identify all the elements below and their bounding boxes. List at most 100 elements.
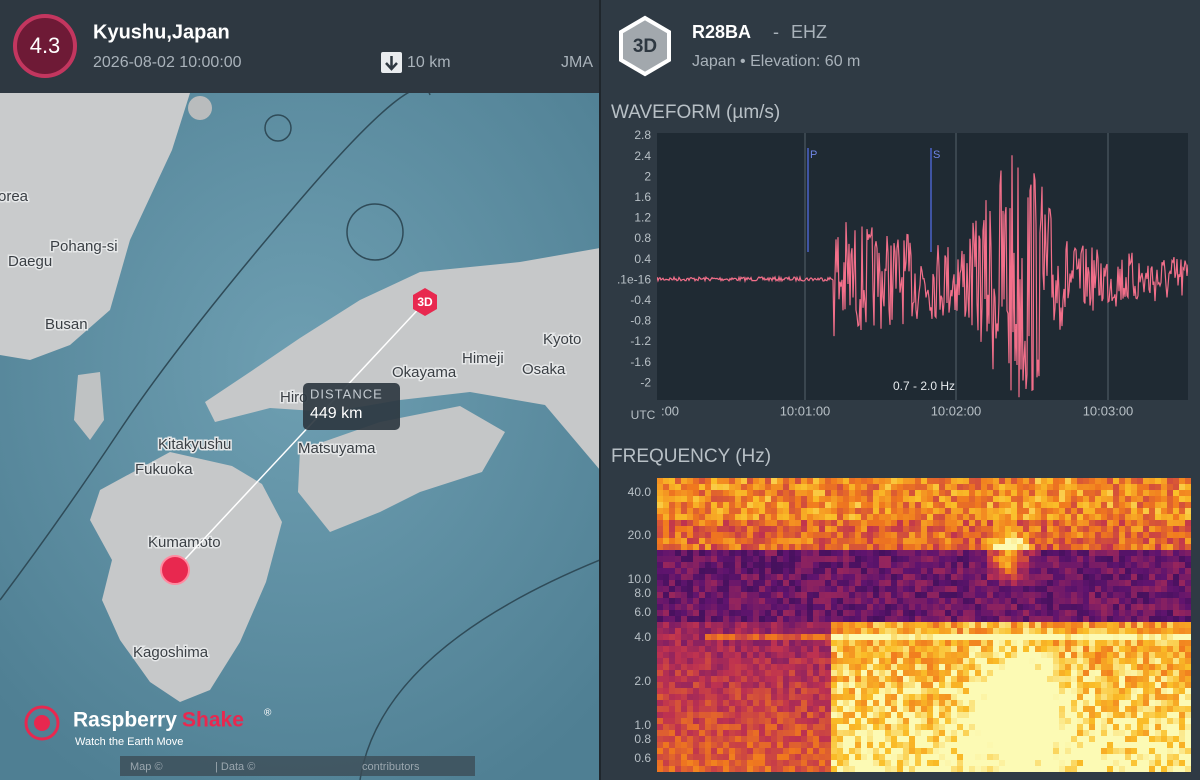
spectrogram-cell xyxy=(843,604,849,610)
spectrogram-cell xyxy=(1083,556,1089,562)
spectrogram-cell xyxy=(717,646,723,652)
attribution: Map © xyxy=(130,761,163,773)
spectrogram-cell xyxy=(849,742,855,748)
spectrogram-cell xyxy=(801,682,807,688)
spectrogram-cell xyxy=(951,682,957,688)
spectrogram-cell xyxy=(1137,616,1143,622)
spectrogram-cell xyxy=(837,694,843,700)
spectrogram-cell xyxy=(1167,508,1173,514)
spectrogram-cell xyxy=(759,508,765,514)
spectrogram-cell xyxy=(927,634,933,640)
spectrogram-cell xyxy=(1059,568,1065,574)
spectrogram-cell xyxy=(879,562,885,568)
spectrogram-cell xyxy=(975,496,981,502)
spectrogram-cell xyxy=(783,652,789,658)
spectrogram-cell xyxy=(1161,550,1167,556)
spectrogram-cell xyxy=(1155,628,1161,634)
spectrogram-cell xyxy=(765,490,771,496)
spectrogram-cell xyxy=(951,526,957,532)
spectrogram-cell xyxy=(1023,712,1029,718)
spectrogram-cell xyxy=(1071,628,1077,634)
spectrogram-cell xyxy=(1161,652,1167,658)
map-label: Busan xyxy=(45,316,88,333)
spectrogram-cell xyxy=(759,730,765,736)
spectrogram-cell xyxy=(831,556,837,562)
spectrogram-cell xyxy=(1173,688,1179,694)
spectrogram-cell xyxy=(1011,682,1017,688)
spectrogram-cell xyxy=(1041,544,1047,550)
spectrogram-cell xyxy=(1089,664,1095,670)
spectrogram-cell xyxy=(1119,646,1125,652)
spectrogram-cell xyxy=(1029,706,1035,712)
spectrogram-cell xyxy=(1011,718,1017,724)
spectrogram-cell xyxy=(993,616,999,622)
spectrogram-cell xyxy=(669,508,675,514)
spectrogram-cell xyxy=(849,730,855,736)
spectrogram-cell xyxy=(675,736,681,742)
spectrogram-cell xyxy=(1029,742,1035,748)
spectrogram-cell xyxy=(729,574,735,580)
spectrogram-cell xyxy=(759,718,765,724)
spectrogram-cell xyxy=(1113,664,1119,670)
spectrogram-cell xyxy=(843,688,849,694)
spectrogram-cell xyxy=(873,550,879,556)
spectrogram-cell xyxy=(1161,646,1167,652)
spectrogram-cell xyxy=(885,562,891,568)
spectrogram-cell xyxy=(1137,478,1143,484)
spectrogram-cell xyxy=(1077,706,1083,712)
spectrogram-cell xyxy=(1029,550,1035,556)
spectrogram-cell xyxy=(897,646,903,652)
spectrogram-cell xyxy=(717,550,723,556)
spectrogram-cell xyxy=(903,556,909,562)
y-tick-label: 0.8 xyxy=(634,231,651,245)
spectrogram-cell xyxy=(1155,478,1161,484)
spectrogram-cell xyxy=(1167,490,1173,496)
spectrogram-cell xyxy=(891,568,897,574)
spectrogram-cell xyxy=(969,610,975,616)
spectrogram-cell xyxy=(855,592,861,598)
spectrogram-cell xyxy=(1059,532,1065,538)
spectrogram-cell xyxy=(861,664,867,670)
spectrogram-cell xyxy=(873,694,879,700)
spectrogram-cell xyxy=(1155,514,1161,520)
spectrogram-cell xyxy=(831,724,837,730)
spectrogram-cell xyxy=(1077,634,1083,640)
spectrogram-cell xyxy=(969,754,975,760)
map-label: Fukuoka xyxy=(135,461,193,478)
spectrogram-cell xyxy=(831,604,837,610)
spectrogram-cell xyxy=(1185,616,1191,622)
spectrogram-cell xyxy=(951,580,957,586)
spectrogram-cell xyxy=(657,682,663,688)
spectrogram-cell xyxy=(891,562,897,568)
spectrogram-cell xyxy=(963,616,969,622)
spectrogram-cell xyxy=(1077,532,1083,538)
spectrogram-cell xyxy=(993,550,999,556)
spectrogram-cell xyxy=(717,688,723,694)
spectrogram-cell xyxy=(735,658,741,664)
spectrogram-cell xyxy=(909,664,915,670)
spectrogram-cell xyxy=(1023,754,1029,760)
spectrogram-cell xyxy=(1005,496,1011,502)
spectrogram-cell xyxy=(789,514,795,520)
spectrogram-cell xyxy=(1089,760,1095,766)
spectrogram-cell xyxy=(741,490,747,496)
spectrogram-cell xyxy=(873,574,879,580)
spectrogram-cell xyxy=(1053,682,1059,688)
spectrogram-cell xyxy=(1107,640,1113,646)
spectrogram-cell xyxy=(1137,664,1143,670)
spectrogram-cell xyxy=(915,742,921,748)
spectrogram-cell xyxy=(909,538,915,544)
spectrogram-cell xyxy=(717,562,723,568)
y-tick-label: .1e-16 xyxy=(617,272,651,286)
spectrogram-cell xyxy=(1089,730,1095,736)
spectrogram-cell xyxy=(1011,508,1017,514)
spectrogram-cell xyxy=(921,700,927,706)
spectrogram-cell xyxy=(999,496,1005,502)
spectrogram-cell xyxy=(795,520,801,526)
spectrogram-cell xyxy=(903,742,909,748)
spectrogram-cell xyxy=(1167,682,1173,688)
spectrogram-cell xyxy=(807,538,813,544)
spectrogram-cell xyxy=(921,502,927,508)
spectrogram-cell xyxy=(855,712,861,718)
spectrogram-cell xyxy=(657,760,663,766)
